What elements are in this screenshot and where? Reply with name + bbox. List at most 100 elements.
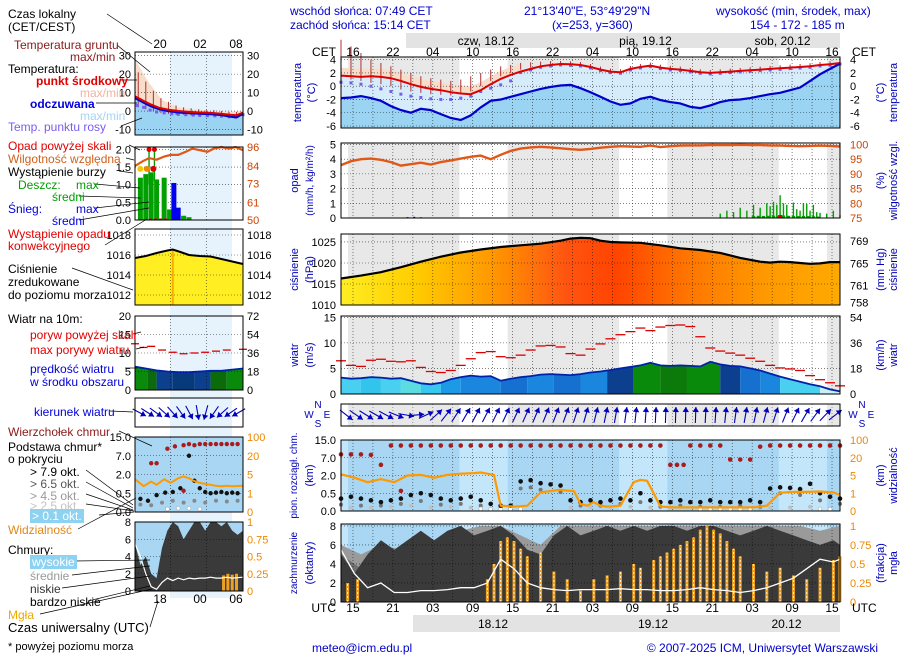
legend-dew-point: Temp. punktu rosy: [8, 120, 107, 134]
svg-text:15: 15: [825, 601, 839, 615]
svg-text:20: 20: [119, 69, 131, 81]
svg-text:761: 761: [850, 281, 868, 293]
svg-text:2.0: 2.0: [321, 471, 336, 483]
svg-text:-6: -6: [326, 121, 336, 133]
svg-text:(°C): (°C): [306, 83, 318, 103]
svg-text:04: 04: [745, 45, 759, 59]
svg-text:E: E: [324, 410, 331, 421]
legend-visibility: Widzialność: [8, 523, 73, 537]
svg-text:-4: -4: [326, 108, 336, 120]
sunrise-text: wschód słońca: 07:49 CET: [290, 4, 433, 18]
svg-text:0.5: 0.5: [116, 488, 131, 500]
svg-text:18: 18: [850, 363, 862, 375]
svg-text:3: 3: [330, 169, 336, 181]
svg-text:20: 20: [247, 69, 259, 81]
legend-wind-direction: kierunek wiatru: [34, 405, 115, 419]
svg-text:0: 0: [247, 385, 253, 397]
svg-text:1: 1: [850, 521, 856, 533]
svg-text:N: N: [858, 400, 865, 411]
svg-text:(hPa): (hPa): [304, 256, 316, 283]
mini-cloud-cover: 8 6 4 2 0 1 0.75 0.5 0.25 0 18 00 06: [125, 517, 269, 606]
panel-cloud-base: 15.0 7.0 2.0 0.5 0.0 100 20 5 1 0 pion. rozciągł. …: [289, 432, 900, 518]
svg-text:0: 0: [247, 507, 253, 519]
svg-text:E: E: [868, 410, 875, 421]
svg-text:18: 18: [247, 367, 259, 379]
svg-text:sob, 20.12: sob, 20.12: [754, 34, 810, 48]
legend-pressure-3: do poziomu morza: [8, 288, 107, 302]
svg-text:16: 16: [506, 45, 520, 59]
svg-text:04: 04: [586, 45, 600, 59]
svg-text:22: 22: [386, 45, 400, 59]
svg-text:15: 15: [666, 601, 680, 615]
svg-text:1: 1: [330, 198, 336, 210]
legend-convective-2: konwekcyjnego: [8, 239, 91, 253]
panel-cloud-cover: 8 6 4 2 0 1 0.75 0.5 0.25 0 zachmurzenie (oktanty) (…: [289, 521, 900, 609]
svg-text:1016: 1016: [247, 250, 271, 262]
svg-text:10: 10: [626, 45, 640, 59]
svg-text:03: 03: [426, 601, 440, 615]
svg-text:4: 4: [330, 154, 336, 166]
svg-text:18: 18: [153, 592, 167, 606]
panel-precip-humidity: 5 4 3 2 1 0 100 95 90 85 80 75 opad (mm/h, kg/m²/h) (%…: [289, 139, 900, 225]
legend-temp-maxmin: max/min: [80, 86, 126, 100]
svg-text:16: 16: [666, 45, 680, 59]
svg-text:0.75: 0.75: [850, 540, 871, 552]
svg-text:1012: 1012: [247, 290, 271, 302]
legend-cloud-base-2: o pokryciu: [8, 452, 63, 466]
legend-leader-lines: [39, 13, 159, 628]
legend-temperature: Temperatura:: [8, 62, 79, 76]
svg-text:-10: -10: [115, 124, 131, 136]
legend-midpoint-temp: punkt środkowy: [36, 74, 129, 88]
svg-text:765: 765: [850, 258, 868, 270]
svg-text:(frakcja): (frakcja): [875, 543, 887, 583]
svg-text:1010: 1010: [312, 300, 336, 312]
svg-text:30: 30: [247, 51, 259, 63]
svg-text:15: 15: [119, 330, 131, 342]
svg-text:0: 0: [125, 586, 131, 598]
svg-text:0.5: 0.5: [116, 197, 131, 209]
svg-text:czw, 18.12: czw, 18.12: [458, 34, 515, 48]
svg-text:5: 5: [330, 363, 336, 375]
svg-text:S: S: [859, 419, 866, 430]
svg-text:temperatura: temperatura: [292, 62, 304, 122]
contact-email-link[interactable]: meteo@icm.edu.pl: [312, 641, 413, 655]
footnote-sea-level: * powyżej poziomu morza: [8, 641, 134, 653]
svg-text:ciśnienie: ciśnienie: [888, 248, 900, 291]
mini-wind: 20 15 10 5 0 72 54 36 18 0: [119, 311, 260, 397]
svg-text:0: 0: [330, 213, 336, 225]
svg-text:0: 0: [125, 385, 131, 397]
svg-text:09: 09: [626, 601, 640, 615]
legend-rain-max: max: [76, 178, 99, 192]
legend-snow-max: max: [76, 202, 99, 216]
legend-clouds-low: niskie: [30, 582, 61, 596]
local-time-label: Czas lokalny: [8, 7, 77, 21]
svg-text:03: 03: [745, 601, 759, 615]
svg-text:54: 54: [247, 330, 259, 342]
svg-text:15.0: 15.0: [315, 435, 336, 447]
svg-text:5: 5: [850, 471, 856, 483]
legend-rain-avg: średni: [52, 190, 85, 204]
legend-precip-above-scale: Opad powyżej skali: [8, 139, 112, 153]
svg-text:0: 0: [850, 506, 856, 518]
legend-okta-65: > 6.5 okt.: [30, 477, 80, 491]
svg-text:6: 6: [125, 534, 131, 546]
legend-rain: Deszcz:: [18, 178, 61, 192]
svg-text:4: 4: [850, 55, 856, 67]
svg-text:7.0: 7.0: [116, 451, 131, 463]
legend-cloud-top: Wierzchołek chmur: [8, 425, 111, 439]
svg-text:UTC: UTC: [852, 601, 877, 615]
svg-text:03: 03: [586, 601, 600, 615]
svg-text:0.0: 0.0: [116, 215, 131, 227]
legend-okta-01: > 0.1 okt.: [30, 509, 84, 523]
svg-text:21: 21: [706, 601, 720, 615]
svg-text:10: 10: [324, 338, 336, 350]
svg-text:1025: 1025: [312, 237, 336, 249]
svg-text:22: 22: [706, 45, 720, 59]
svg-text:1: 1: [850, 488, 856, 500]
svg-text:1015: 1015: [312, 279, 336, 291]
svg-text:100: 100: [247, 432, 265, 444]
svg-text:UTC: UTC: [311, 601, 336, 615]
